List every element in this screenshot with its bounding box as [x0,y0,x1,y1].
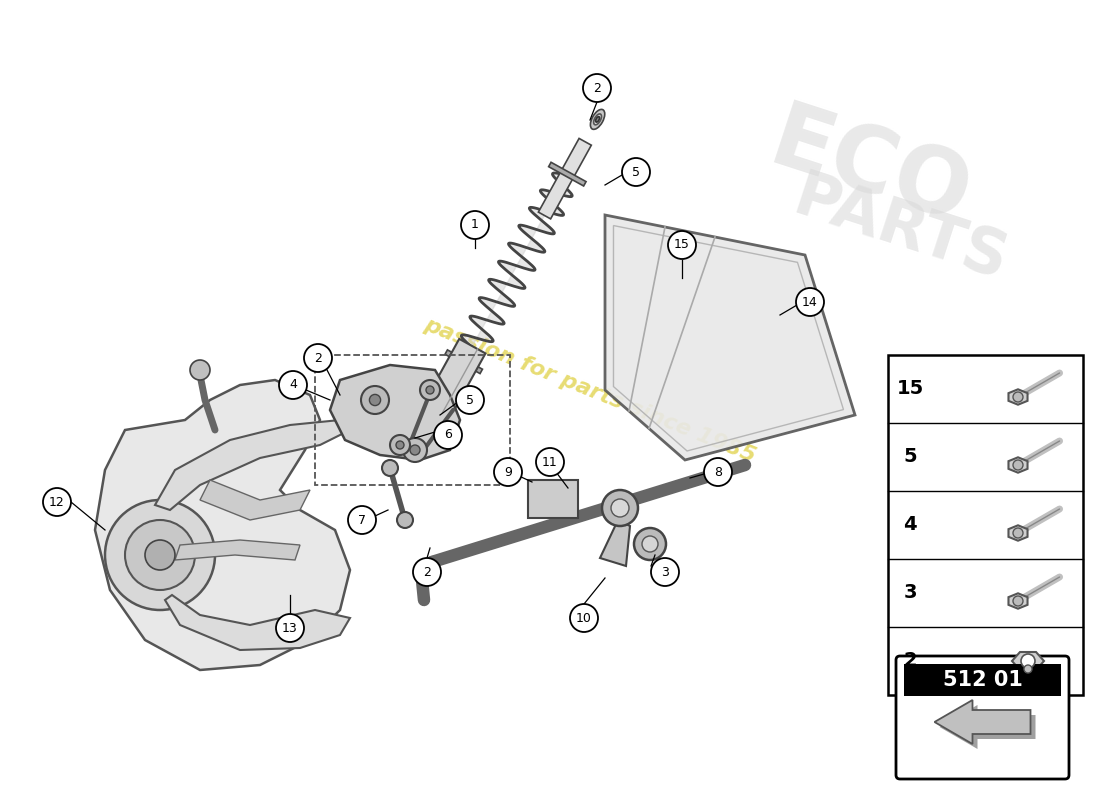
Circle shape [361,386,389,414]
Circle shape [412,558,441,586]
Circle shape [426,386,434,394]
Polygon shape [425,339,485,417]
Text: 7: 7 [358,514,366,526]
Circle shape [651,558,679,586]
Circle shape [536,448,564,476]
Polygon shape [600,520,630,566]
Circle shape [1013,528,1023,538]
Polygon shape [165,595,350,650]
Circle shape [420,380,440,400]
Circle shape [1021,654,1035,668]
FancyBboxPatch shape [896,656,1069,779]
Text: 8: 8 [714,466,722,478]
Polygon shape [1009,526,1027,541]
Ellipse shape [595,117,600,122]
Circle shape [704,458,732,486]
Text: 512 01: 512 01 [943,670,1022,690]
Text: 5: 5 [632,166,640,178]
Circle shape [668,231,696,259]
Circle shape [410,445,420,455]
Bar [904,664,1062,696]
Circle shape [390,435,410,455]
Circle shape [348,506,376,534]
Text: 9: 9 [504,466,512,478]
Circle shape [397,512,412,528]
Polygon shape [95,380,350,670]
Circle shape [396,441,404,449]
Polygon shape [1009,594,1027,609]
Circle shape [43,488,72,516]
Ellipse shape [591,110,605,130]
Bar [888,355,1084,695]
Circle shape [621,158,650,186]
Polygon shape [155,420,350,510]
Text: 10: 10 [576,611,592,625]
Polygon shape [175,540,300,560]
Circle shape [602,490,638,526]
Text: 2: 2 [593,82,601,94]
Text: ECO: ECO [759,97,981,243]
Text: 1: 1 [471,218,478,231]
Polygon shape [330,365,460,460]
Circle shape [1013,460,1023,470]
Text: 6: 6 [444,429,452,442]
Text: 15: 15 [674,238,690,251]
Text: PARTS: PARTS [785,167,1014,293]
Circle shape [1013,392,1023,402]
Polygon shape [446,350,483,374]
Circle shape [382,460,398,476]
Polygon shape [549,162,586,186]
Polygon shape [538,138,592,219]
Text: 15: 15 [896,379,924,398]
Circle shape [796,288,824,316]
Circle shape [583,74,610,102]
Text: 2: 2 [424,566,431,578]
Text: 13: 13 [282,622,298,634]
Text: 2: 2 [903,651,916,670]
Circle shape [304,344,332,372]
Text: 5: 5 [903,447,916,466]
Bar [528,480,578,518]
Circle shape [456,386,484,414]
Polygon shape [1009,458,1027,473]
Polygon shape [200,480,310,520]
Polygon shape [461,173,572,358]
Circle shape [1024,665,1032,673]
Text: 3: 3 [661,566,669,578]
Circle shape [634,528,665,560]
Ellipse shape [594,114,602,125]
Circle shape [276,614,304,642]
Circle shape [145,540,175,570]
Polygon shape [935,700,1031,744]
Circle shape [570,604,598,632]
Circle shape [642,536,658,552]
Circle shape [610,499,629,517]
Circle shape [104,500,214,610]
Polygon shape [1012,652,1044,670]
Polygon shape [605,215,855,460]
Circle shape [403,438,427,462]
Circle shape [125,520,195,590]
Text: 12: 12 [50,495,65,509]
Text: 4: 4 [903,515,916,534]
Text: 2: 2 [315,351,322,365]
Circle shape [494,458,522,486]
Text: 11: 11 [542,455,558,469]
Text: 3: 3 [903,583,916,602]
Text: 14: 14 [802,295,818,309]
Circle shape [370,394,381,406]
Polygon shape [939,705,1035,749]
Circle shape [434,421,462,449]
Circle shape [190,360,210,380]
Text: passion for parts since 1985: passion for parts since 1985 [421,314,759,466]
Polygon shape [1009,390,1027,405]
Text: 4: 4 [289,378,297,391]
Text: 5: 5 [466,394,474,406]
Circle shape [461,211,490,239]
Circle shape [1013,596,1023,606]
Circle shape [279,371,307,399]
Bar [315,355,510,485]
